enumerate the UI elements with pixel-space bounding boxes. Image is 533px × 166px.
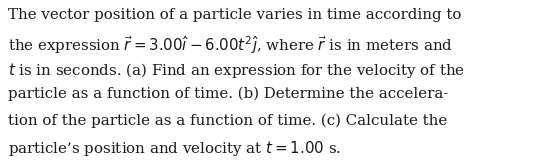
Text: particle’s position and velocity at $t = 1.00$ s.: particle’s position and velocity at $t =… [8, 139, 341, 159]
Text: particle as a function of time. (b) Determine the accelera-: particle as a function of time. (b) Dete… [8, 87, 448, 101]
Text: The vector position of a particle varies in time according to: The vector position of a particle varies… [8, 8, 462, 22]
Text: $t$ is in seconds. (a) Find an expression for the velocity of the: $t$ is in seconds. (a) Find an expressio… [8, 61, 465, 80]
Text: the expression $\vec{r} = 3.00\hat{\imath} - 6.00t^2\hat{\jmath}$, where $\vec{r: the expression $\vec{r} = 3.00\hat{\imat… [8, 34, 453, 56]
Text: tion of the particle as a function of time. (c) Calculate the: tion of the particle as a function of ti… [8, 113, 447, 128]
